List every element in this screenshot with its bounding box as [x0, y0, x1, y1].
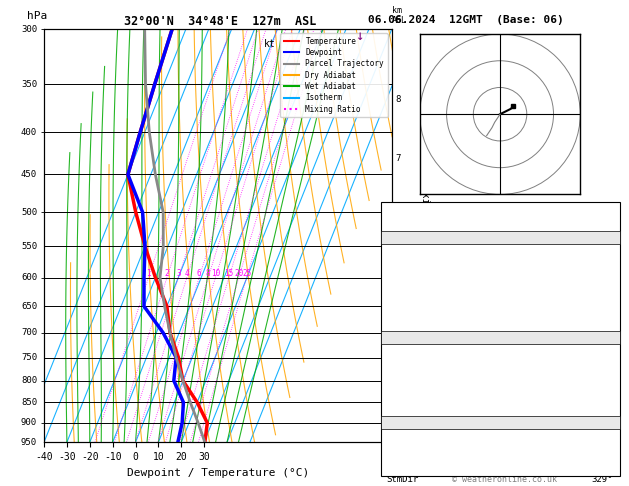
Text: -1: -1	[603, 303, 613, 312]
Text: PW (cm): PW (cm)	[387, 231, 425, 241]
Text: 650: 650	[21, 302, 37, 311]
Text: 468: 468	[597, 317, 613, 326]
Text: 6: 6	[197, 269, 201, 278]
Text: 6: 6	[395, 208, 401, 217]
Text: 15: 15	[225, 269, 233, 278]
Text: 4: 4	[184, 269, 189, 278]
Text: ↓: ↓	[355, 29, 364, 43]
Text: 800: 800	[21, 376, 37, 385]
Text: 850: 850	[21, 398, 37, 407]
Text: Lifted Index: Lifted Index	[387, 389, 452, 398]
Text: 600: 600	[21, 273, 37, 282]
Text: 4: 4	[395, 296, 401, 305]
Text: 350: 350	[21, 80, 37, 89]
Text: 3: 3	[395, 336, 401, 345]
Text: Hodograph: Hodograph	[476, 418, 524, 427]
Text: Surface: Surface	[481, 233, 519, 242]
Text: Most Unstable: Most Unstable	[465, 332, 535, 341]
Text: 10: 10	[211, 269, 220, 278]
Text: 750: 750	[21, 353, 37, 362]
Text: LCL: LCL	[395, 398, 410, 407]
Text: 950: 950	[21, 438, 37, 447]
Text: kt: kt	[264, 39, 276, 49]
Text: 329°: 329°	[592, 475, 613, 484]
Text: 1: 1	[395, 406, 401, 415]
Text: 700: 700	[21, 329, 37, 337]
Text: 8: 8	[206, 269, 211, 278]
Text: Lifted Index: Lifted Index	[387, 303, 452, 312]
Text: Pressure (mb): Pressure (mb)	[387, 362, 457, 371]
Text: Totals Totals: Totals Totals	[387, 218, 457, 227]
Text: StmDir: StmDir	[387, 475, 419, 484]
Text: -11: -11	[597, 461, 613, 470]
Text: CIN (J): CIN (J)	[387, 417, 425, 425]
Text: 2: 2	[165, 269, 169, 278]
Text: 500: 500	[21, 208, 37, 217]
Text: 993: 993	[597, 362, 613, 371]
Text: 3: 3	[176, 269, 181, 278]
Text: Dewp (°C): Dewp (°C)	[387, 276, 435, 285]
Text: 1: 1	[146, 269, 151, 278]
Text: θe(K): θe(K)	[387, 290, 414, 299]
Legend: Temperature, Dewpoint, Parcel Trajectory, Dry Adiabat, Wet Adiabat, Isotherm, Mi: Temperature, Dewpoint, Parcel Trajectory…	[281, 33, 388, 117]
Text: 400: 400	[21, 128, 37, 137]
Text: 9: 9	[608, 204, 613, 213]
Text: 337: 337	[597, 417, 613, 425]
Text: -1: -1	[603, 389, 613, 398]
Text: 2: 2	[395, 374, 401, 383]
Text: 5: 5	[395, 255, 401, 264]
Text: 900: 900	[21, 418, 37, 427]
Text: 06.06.2024  12GMT  (Base: 06): 06.06.2024 12GMT (Base: 06)	[367, 15, 564, 25]
Text: θe (K): θe (K)	[387, 376, 419, 384]
Text: 7: 7	[608, 448, 613, 457]
Text: 344: 344	[597, 290, 613, 299]
Text: 20: 20	[234, 269, 243, 278]
Text: K: K	[387, 204, 392, 213]
Text: 468: 468	[597, 403, 613, 412]
Text: 8: 8	[395, 95, 401, 104]
Text: 30.3: 30.3	[592, 262, 613, 272]
Text: 7: 7	[395, 154, 401, 163]
Text: Temp (°C): Temp (°C)	[387, 262, 435, 272]
Text: EH: EH	[387, 448, 398, 457]
Text: 38: 38	[603, 218, 613, 227]
Text: 25: 25	[242, 269, 251, 278]
Text: 18.5: 18.5	[592, 276, 613, 285]
Text: CIN (J): CIN (J)	[387, 330, 425, 340]
Text: 550: 550	[21, 242, 37, 251]
Text: 337: 337	[597, 330, 613, 340]
Text: Mixing Ratio (g/kg): Mixing Ratio (g/kg)	[420, 180, 430, 292]
Text: 1.87: 1.87	[592, 231, 613, 241]
Text: 300: 300	[21, 25, 37, 34]
Text: 450: 450	[21, 170, 37, 179]
Text: © weatheronline.co.uk: © weatheronline.co.uk	[452, 474, 557, 484]
X-axis label: Dewpoint / Temperature (°C): Dewpoint / Temperature (°C)	[127, 468, 309, 478]
Text: SREH: SREH	[387, 461, 408, 470]
Text: 32°00'N  34°48'E  127m  ASL: 32°00'N 34°48'E 127m ASL	[124, 15, 316, 28]
Text: CAPE (J): CAPE (J)	[387, 317, 430, 326]
Text: km
ASL: km ASL	[392, 6, 407, 25]
Text: CAPE (J): CAPE (J)	[387, 403, 430, 412]
Text: 344: 344	[597, 376, 613, 384]
Text: hPa: hPa	[26, 11, 47, 21]
